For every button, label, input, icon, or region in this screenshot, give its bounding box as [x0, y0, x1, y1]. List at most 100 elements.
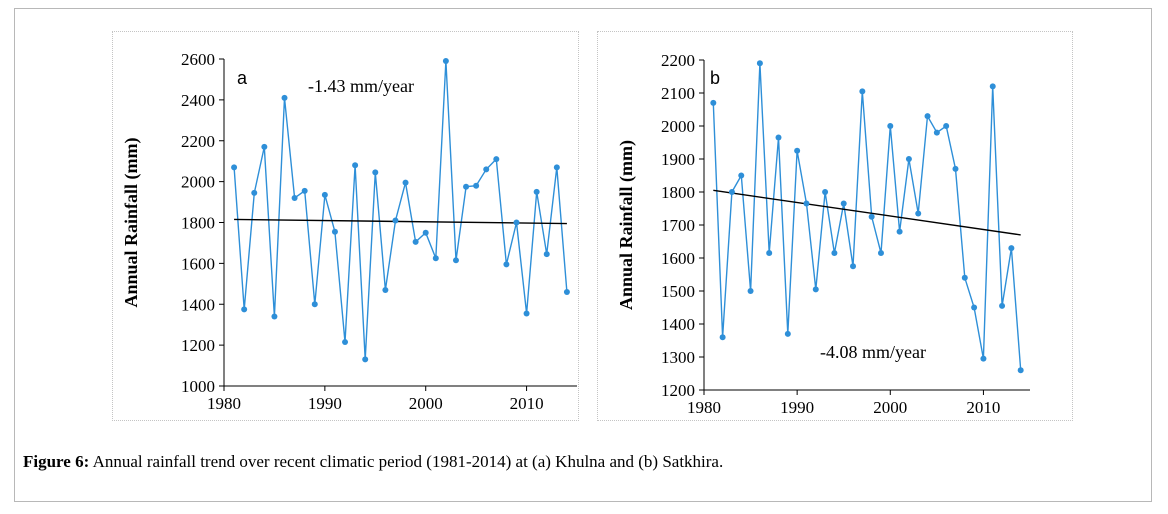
data-point — [342, 339, 349, 346]
data-point — [999, 302, 1006, 309]
data-point — [905, 156, 912, 162]
data-point — [463, 183, 470, 190]
data-point — [483, 166, 490, 173]
trend-annotation: -1.43 mm/year — [308, 76, 414, 96]
data-point — [1008, 245, 1015, 252]
data-point — [924, 113, 931, 120]
x-tick-label: 1980 — [207, 394, 241, 413]
x-tick-label: 1980 — [687, 398, 721, 417]
data-point — [291, 194, 298, 201]
figure-frame: 1000 1200 1400 1600 1800 2000 2200 2400 2600 1980… — [14, 8, 1152, 502]
data-point — [850, 263, 857, 270]
chart-b-svg: 1200 1300 1400 1500 1600 1700 1800 1900 2000 2100… — [616, 51, 1030, 417]
y-tick-label: 1300 — [661, 348, 695, 367]
chart-panel-b: 1200 1300 1400 1500 1600 1700 1800 1900 2000 2100… — [597, 31, 1073, 421]
y-tick-label: 1400 — [181, 295, 215, 314]
data-point — [933, 129, 940, 136]
data-point — [831, 250, 838, 257]
y-tick-label: 1800 — [661, 183, 695, 202]
y-tick-label: 1200 — [181, 336, 215, 355]
data-point — [943, 123, 950, 129]
caption-text: Annual rainfall trend over recent climat… — [89, 452, 724, 471]
y-tick-label: 1700 — [661, 216, 695, 235]
x-tick-label: 2000 — [409, 394, 443, 413]
data-point — [877, 250, 884, 257]
trend-line — [713, 189, 1021, 236]
y-axis-label: Annual Rainfall (mm) — [616, 140, 637, 310]
y-tick-label: 1500 — [661, 282, 695, 301]
data-point — [812, 286, 819, 293]
chart-a-svg: 1000 1200 1400 1600 1800 2000 2200 2400 2600 1980… — [121, 50, 577, 413]
data-point — [980, 355, 987, 362]
data-point — [1017, 367, 1024, 374]
data-point — [241, 306, 248, 313]
series-line — [712, 63, 1022, 371]
data-point — [452, 257, 459, 264]
data-point — [775, 134, 782, 141]
data-point — [422, 229, 429, 236]
data-point — [989, 83, 996, 90]
series-line — [233, 60, 568, 360]
chart-panel-a: 1000 1200 1400 1600 1800 2000 2200 2400 2600 1980… — [112, 31, 579, 421]
data-point — [859, 88, 866, 95]
data-point — [543, 251, 550, 258]
data-point — [756, 60, 763, 67]
x-tick-label: 2010 — [966, 398, 1000, 417]
y-tick-label: 1600 — [181, 254, 215, 273]
data-point — [896, 228, 903, 235]
y-tick-label: 2000 — [181, 173, 215, 192]
data-point — [321, 191, 328, 198]
data-point — [563, 288, 570, 295]
data-point — [402, 179, 409, 186]
data-point — [261, 143, 268, 150]
panel-label: a — [237, 68, 248, 88]
data-point — [231, 164, 238, 171]
data-point — [331, 228, 338, 235]
y-tick-label: 1800 — [181, 214, 215, 233]
panel-label: b — [710, 68, 720, 88]
data-point — [794, 147, 801, 154]
data-point — [311, 301, 318, 308]
y-tick-label: 2000 — [661, 117, 695, 136]
y-tick-label: 2400 — [181, 91, 215, 110]
data-point — [868, 213, 875, 220]
data-point — [251, 189, 258, 196]
y-tick-label: 2200 — [181, 132, 215, 151]
data-point — [513, 219, 520, 226]
data-point — [840, 200, 847, 207]
data-point — [352, 162, 359, 169]
x-tick-label: 2000 — [873, 398, 907, 417]
data-point — [728, 189, 735, 195]
data-point — [442, 58, 449, 65]
data-point — [952, 165, 959, 172]
trend-line — [234, 218, 567, 225]
y-tick-label: 1400 — [661, 315, 695, 334]
data-point — [887, 123, 894, 129]
data-point — [523, 310, 530, 317]
data-point — [822, 189, 829, 195]
data-point — [971, 304, 978, 311]
x-tick-label: 2010 — [510, 394, 544, 413]
figure-caption: Figure 6: Annual rainfall trend over rec… — [23, 452, 723, 472]
data-point — [362, 356, 369, 363]
caption-lead: Figure 6: — [23, 452, 90, 471]
data-point — [766, 250, 773, 257]
data-point — [719, 334, 726, 341]
data-point — [710, 99, 717, 106]
y-tick-label: 1900 — [661, 150, 695, 169]
y-tick-label: 2100 — [661, 84, 695, 103]
y-axis-label: Annual Rainfall (mm) — [121, 137, 142, 307]
y-tick-label: 2600 — [181, 50, 215, 69]
y-tick-label: 1600 — [661, 249, 695, 268]
y-tick-label: 2200 — [661, 51, 695, 70]
data-point — [412, 238, 419, 245]
x-tick-label: 1990 — [780, 398, 814, 417]
y-tick-label: 1000 — [181, 377, 215, 396]
data-point — [961, 274, 968, 281]
data-point — [473, 182, 480, 189]
data-point — [747, 288, 754, 294]
data-point — [301, 187, 308, 194]
data-point — [915, 210, 922, 217]
data-point — [533, 188, 540, 195]
data-point — [738, 172, 745, 179]
